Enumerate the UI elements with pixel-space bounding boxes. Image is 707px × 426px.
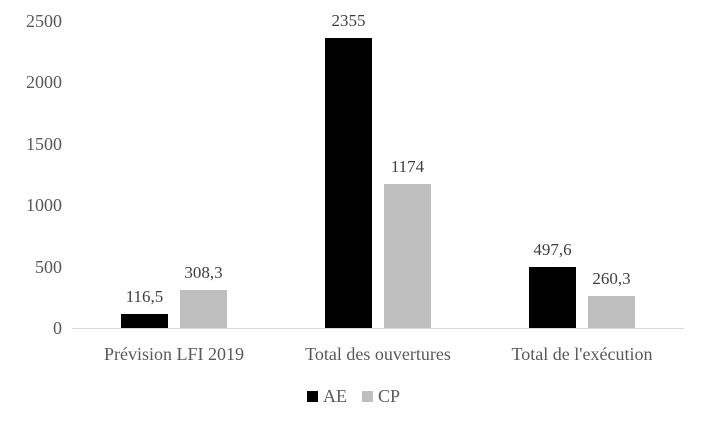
bar-cp — [180, 290, 227, 328]
legend-label: CP — [377, 385, 401, 406]
x-axis-line — [72, 328, 684, 329]
bar-cp — [384, 184, 431, 328]
data-label-ae: 2355 — [331, 11, 366, 30]
bar-ae — [121, 314, 168, 328]
data-label-ae: 497,6 — [533, 240, 572, 259]
y-tick-label: 1500 — [26, 133, 62, 154]
legend-item-cp: CP — [361, 385, 401, 407]
bar-ae — [529, 267, 576, 328]
legend-swatch-icon — [306, 390, 318, 402]
y-tick-label: 2000 — [26, 72, 62, 92]
data-label-ae: 116,5 — [125, 287, 164, 306]
y-tick-label: 1000 — [26, 195, 62, 215]
y-tick-label: 500 — [35, 256, 62, 277]
y-tick-label: 0 — [53, 318, 62, 338]
legend: AE CP — [0, 385, 707, 407]
bar-cp — [588, 296, 635, 328]
data-label-cp: 1174 — [390, 157, 425, 176]
category-label: Total de l'exécution — [511, 344, 653, 364]
category-label: Total des ouvertures — [305, 344, 451, 364]
bar-ae — [325, 38, 372, 328]
data-label-cp: 260,3 — [592, 269, 631, 288]
legend-label: AE — [322, 385, 347, 406]
legend-swatch-icon — [361, 390, 373, 402]
data-label-cp: 308,3 — [184, 263, 223, 282]
category-label: Prévision LFI 2019 — [103, 344, 245, 364]
y-tick-label: 2500 — [26, 10, 62, 31]
legend-item-ae: AE — [306, 385, 347, 407]
